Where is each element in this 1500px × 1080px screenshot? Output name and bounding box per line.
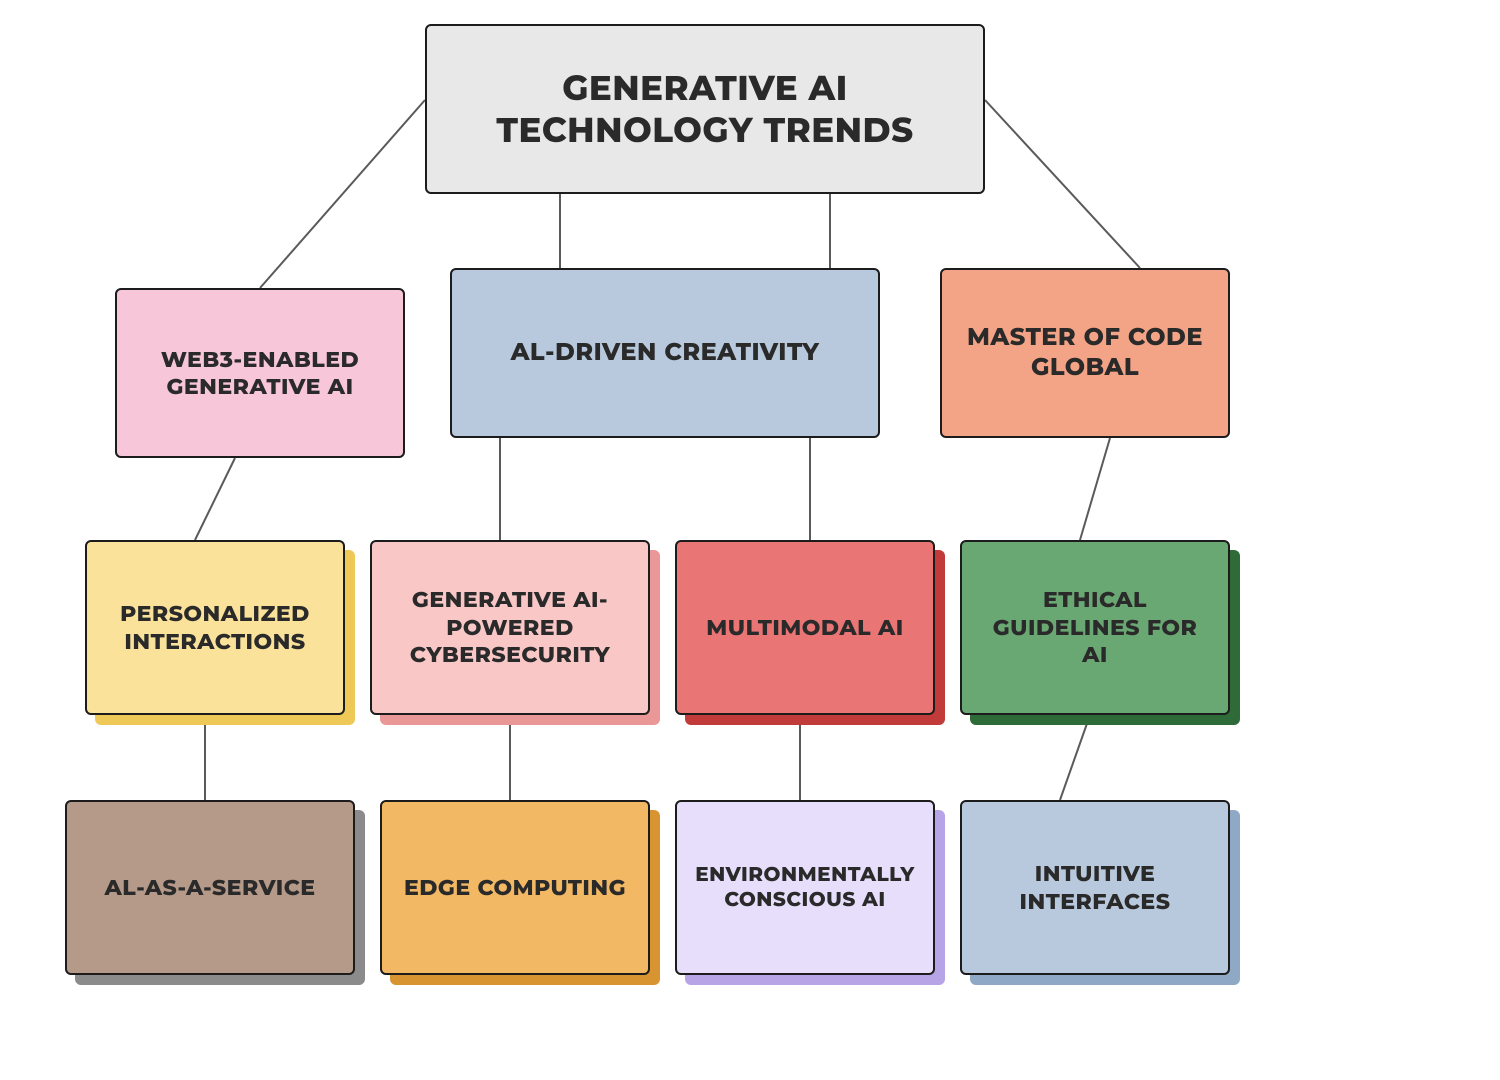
connector-line xyxy=(985,100,1140,268)
node-label: WEB3-ENABLED GENERATIVE AI xyxy=(133,346,387,401)
node-ethical: ETHICAL GUIDELINES FOR AI xyxy=(960,540,1230,715)
node-label: ENVIRONMENTALLY CONSCIOUS AI xyxy=(693,863,917,913)
node-cyber: GENERATIVE AI-POWERED CYBERSECURITY xyxy=(370,540,650,715)
node-env: ENVIRONMENTALLY CONSCIOUS AI xyxy=(675,800,935,975)
node-label: MULTIMODAL AI xyxy=(706,614,903,642)
node-label: EDGE COMPUTING xyxy=(404,874,626,902)
node-aiaas: AL-AS-A-SERVICE xyxy=(65,800,355,975)
connector-line xyxy=(1080,438,1110,540)
node-personalized: PERSONALIZED INTERACTIONS xyxy=(85,540,345,715)
node-web3: WEB3-ENABLED GENERATIVE AI xyxy=(115,288,405,458)
node-multimodal: MULTIMODAL AI xyxy=(675,540,935,715)
node-label: GENERATIVE AI-POWERED CYBERSECURITY xyxy=(388,586,632,669)
connector-line xyxy=(1060,715,1090,800)
node-intuitive: INTUITIVE INTERFACES xyxy=(960,800,1230,975)
connector-line xyxy=(260,100,425,288)
node-label: GENERATIVE AI TECHNOLOGY TRENDS xyxy=(443,67,967,152)
node-label: INTUITIVE INTERFACES xyxy=(978,860,1212,915)
node-moc: MASTER OF CODE GLOBAL xyxy=(940,268,1230,438)
node-label: MASTER OF CODE GLOBAL xyxy=(958,323,1212,383)
node-label: PERSONALIZED INTERACTIONS xyxy=(103,600,327,655)
node-creativity: AL-DRIVEN CREATIVITY xyxy=(450,268,880,438)
connector-line xyxy=(195,458,235,540)
node-root: GENERATIVE AI TECHNOLOGY TRENDS xyxy=(425,24,985,194)
node-label: AL-AS-A-SERVICE xyxy=(104,874,315,902)
node-label: AL-DRIVEN CREATIVITY xyxy=(511,338,820,368)
node-label: ETHICAL GUIDELINES FOR AI xyxy=(978,586,1212,669)
node-edge: EDGE COMPUTING xyxy=(380,800,650,975)
